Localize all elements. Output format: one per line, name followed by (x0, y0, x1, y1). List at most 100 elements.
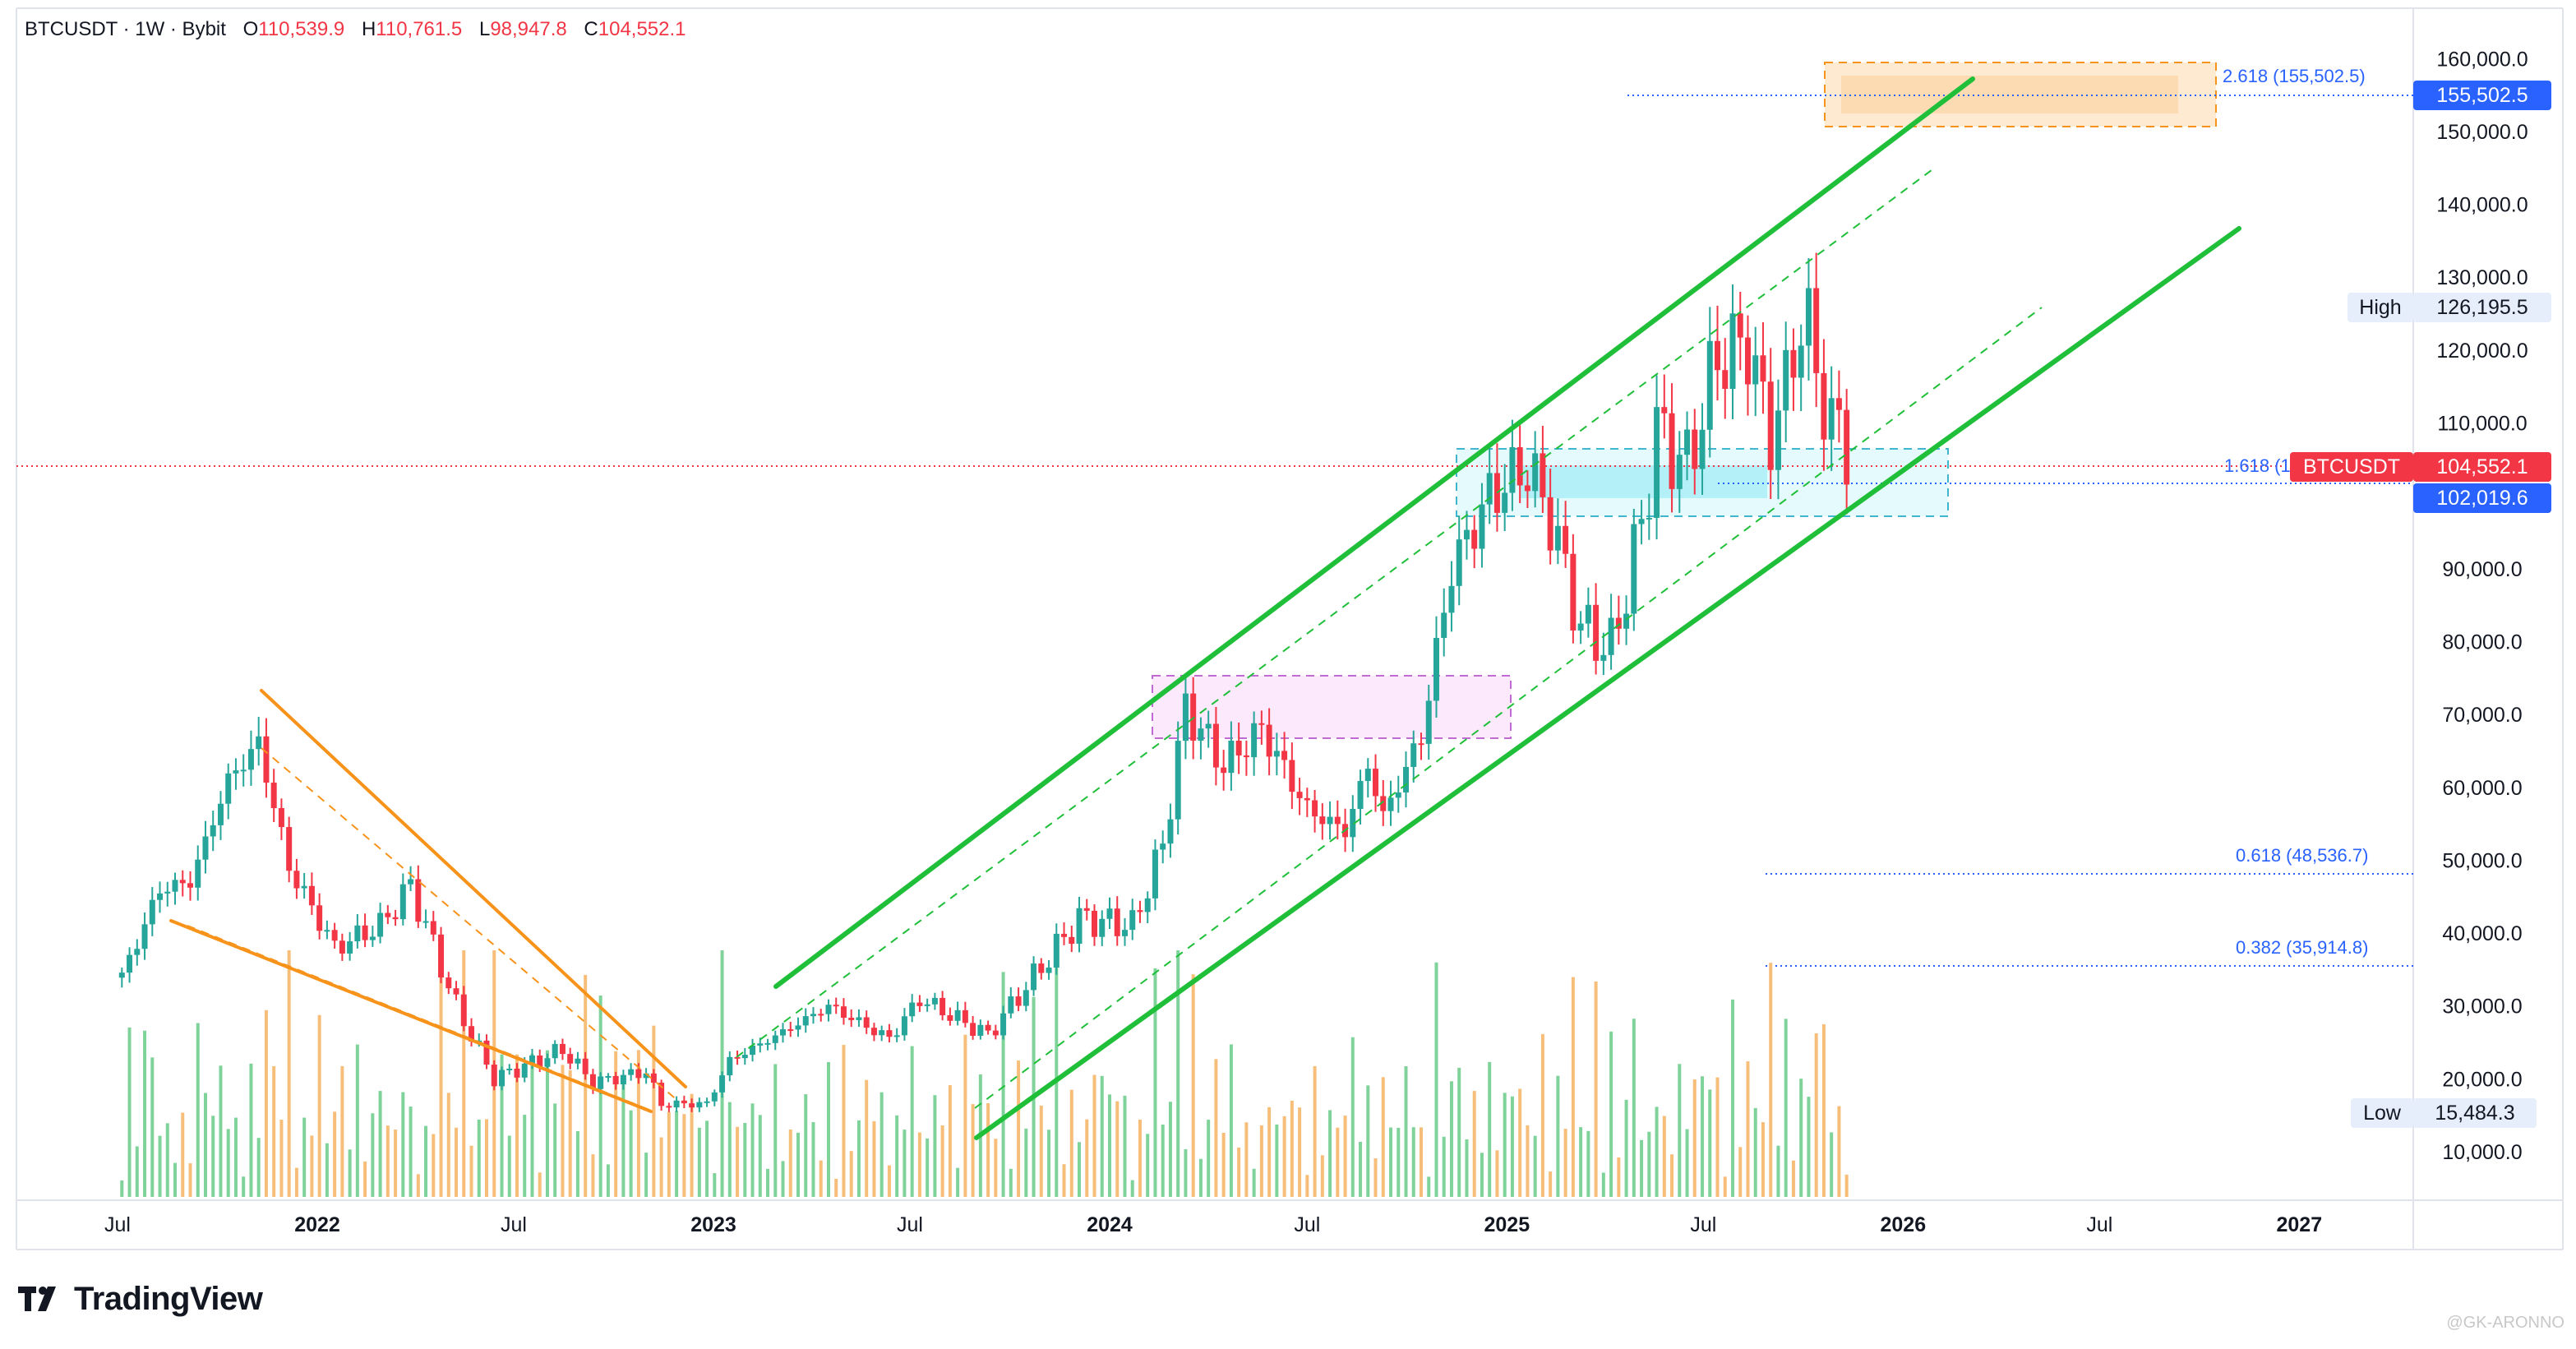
candle-body (445, 977, 452, 989)
candle-body (1099, 918, 1106, 937)
candle-body (1532, 453, 1539, 492)
candle-body (179, 880, 186, 884)
high-value-bg (2413, 293, 2551, 322)
candle (491, 1060, 497, 1091)
volume-bar (1807, 1097, 1811, 1197)
candle-body (408, 879, 414, 885)
candle-body (605, 1075, 612, 1078)
volume-bar (226, 1129, 230, 1197)
candle-body (263, 736, 270, 783)
price-tick-label: 80,000.0 (2442, 631, 2522, 654)
time-tick-label: Jul (897, 1213, 923, 1236)
volume-bar (302, 1117, 307, 1197)
candle-body (233, 770, 239, 774)
candle (316, 893, 323, 940)
candle-body (818, 1014, 824, 1016)
volume-bar (409, 1106, 413, 1197)
candle (1729, 284, 1736, 420)
candle (286, 816, 293, 883)
candle-body (1502, 492, 1508, 513)
time-tick-label: Jul (1690, 1213, 1716, 1236)
volume-bar (1449, 1081, 1453, 1197)
volume-bar (1670, 1154, 1674, 1197)
candle (1577, 611, 1584, 644)
candle (187, 871, 193, 901)
volume-bar (363, 1161, 367, 1197)
volume-bar (865, 1079, 869, 1197)
symbol-header[interactable]: BTCUSDT · 1W · Bybit O110,539.9 H110,761… (25, 18, 686, 41)
volume-bar (211, 1116, 215, 1197)
candle (1304, 788, 1310, 817)
volume-bar (242, 1176, 246, 1197)
candle (385, 905, 391, 925)
candle (1593, 583, 1600, 675)
tradingview-logo[interactable]: TradingView (18, 1279, 263, 1319)
candle (939, 991, 946, 1021)
candle-body (1092, 910, 1098, 937)
candle-body (544, 1058, 551, 1067)
volume-bar (1830, 1132, 1834, 1197)
candle (1243, 740, 1249, 776)
candle (1031, 956, 1037, 996)
volume-bar (165, 1123, 169, 1197)
volume-bar (788, 1129, 792, 1197)
candle-body (1638, 519, 1645, 524)
candle-body (1076, 908, 1083, 945)
candle-body (514, 1069, 520, 1078)
time-axis[interactable]: Jul 2022 Jul 2023 Jul 2024 Jul 2025 Jul 2026 Jul 20… (104, 1213, 2322, 1236)
volume-bar (1290, 1100, 1294, 1197)
candle-body (833, 1005, 839, 1007)
candle-body (1729, 313, 1736, 390)
candle-body (870, 1028, 877, 1036)
symbol-name[interactable]: BTCUSDT · 1W · Bybit (25, 18, 226, 40)
price-tick-label: 140,000.0 (2436, 194, 2528, 217)
candle (1509, 419, 1516, 511)
candle (628, 1063, 635, 1081)
price-tick-label: 70,000.0 (2442, 704, 2522, 727)
volume-bar (1503, 1093, 1507, 1197)
candle (1152, 839, 1158, 911)
fib-0618-label: 0.618 (48,536.7) (2236, 845, 2368, 866)
candle (992, 1024, 999, 1040)
candle-body (1373, 769, 1379, 797)
volume-bar (1609, 1031, 1613, 1197)
candle (157, 881, 164, 913)
volume-bar (1069, 1089, 1073, 1197)
volume-bar (1738, 1147, 1743, 1197)
candle (810, 1007, 816, 1024)
candle-body (810, 1014, 816, 1017)
volume-bar (1282, 1116, 1286, 1197)
volume-bar (1184, 1148, 1188, 1197)
high-label-bg (2347, 293, 2413, 322)
candle (514, 1063, 520, 1083)
candle (879, 1025, 885, 1042)
candle (1373, 754, 1379, 812)
candle-body (1380, 796, 1387, 811)
candle (1752, 326, 1759, 417)
candle (1706, 307, 1713, 458)
candle-body (1053, 933, 1059, 968)
candle-body (1083, 908, 1090, 911)
candle (886, 1023, 893, 1043)
volume-bar (575, 1130, 579, 1197)
volume-bar (310, 1135, 314, 1197)
time-tick-label: 2026 (1881, 1213, 1927, 1236)
volume-bar (173, 1162, 178, 1197)
candle-body (1471, 529, 1478, 549)
candle-body (863, 1017, 870, 1028)
volume-bar (1373, 1158, 1378, 1197)
volume-bar (1753, 1107, 1757, 1197)
candle (438, 926, 445, 984)
candle-body (286, 827, 293, 871)
candle-body (217, 803, 224, 825)
volume-bar (887, 1165, 891, 1197)
candle-body (164, 891, 171, 894)
candle-body (195, 859, 201, 888)
candle (620, 1069, 626, 1090)
volume-bar (181, 1112, 185, 1197)
candle-body (210, 825, 216, 837)
candle-body (1410, 743, 1417, 767)
fib-0382-label: 0.382 (35,914.8) (2236, 937, 2368, 958)
volume-bar (1746, 1061, 1750, 1197)
